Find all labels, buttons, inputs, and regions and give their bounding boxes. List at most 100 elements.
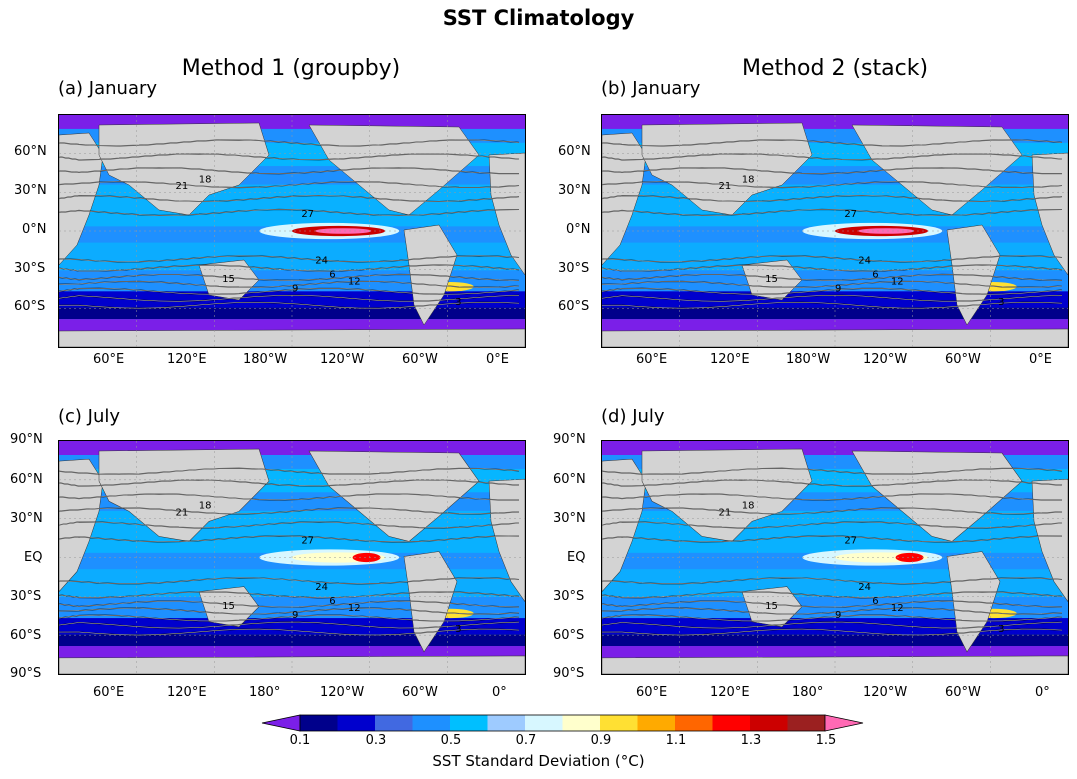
sst-contour-highlight <box>59 295 520 302</box>
contour-label: 9 <box>835 283 841 294</box>
colorbar-segment <box>337 715 375 731</box>
contour-label: 15 <box>222 274 235 285</box>
lon-label: 0°E <box>486 352 509 367</box>
colorbar-title: SST Standard Deviation (°C) <box>432 752 645 770</box>
sst-contour-highlight <box>59 288 520 295</box>
land-mass <box>602 132 647 266</box>
sst-contour-highlight <box>602 255 1063 263</box>
sst-contour-highlight <box>59 181 520 188</box>
lon-label: 0°E <box>1029 352 1052 367</box>
sst-contour-highlight <box>602 600 1063 608</box>
colorbar-segment <box>300 715 338 731</box>
colorbar-segment <box>525 715 563 731</box>
map-panel-d: 3 6 9 12 15 18 21 24 27 <box>601 440 1069 675</box>
lat-label: 30°N <box>558 183 591 198</box>
contour-label: 27 <box>844 209 857 220</box>
contour-label: 24 <box>858 582 871 593</box>
enso-peak <box>352 552 381 563</box>
map-d-svg: 3 6 9 12 15 18 21 24 27 <box>602 441 1068 674</box>
sst-contour-highlight <box>59 507 520 515</box>
lat-label: EQ <box>567 550 586 565</box>
land-mass <box>1031 152 1068 276</box>
southern-ocean-band <box>59 307 525 320</box>
contour-label: 3 <box>998 297 1004 308</box>
contour-label: 6 <box>329 596 335 607</box>
lon-label: 0° <box>492 685 507 700</box>
colorbar-segment <box>750 715 788 731</box>
sst-contour-highlight <box>602 521 1063 529</box>
colorbar-segment <box>487 715 525 731</box>
lon-label: 120°E <box>710 352 750 367</box>
lon-label: 60°E <box>93 352 125 367</box>
lon-label: 60°W <box>945 352 981 367</box>
sst-contour-highlight <box>59 281 520 288</box>
sst-contour-highlight <box>602 139 1063 147</box>
colorbar-tick-label: 1.1 <box>665 733 687 748</box>
contour-label: 27 <box>301 536 314 547</box>
panel-c-title: (c) July <box>58 406 121 427</box>
lat-label: 90°S <box>10 666 42 681</box>
contour-label: 15 <box>765 274 778 285</box>
lat-label: 90°S <box>553 666 585 681</box>
contour-label: 18 <box>199 501 212 512</box>
lon-label: 60°E <box>93 685 125 700</box>
lat-label: 0°N <box>22 222 47 237</box>
colorbar-segment <box>562 715 600 731</box>
sst-contour-highlight <box>59 209 520 216</box>
sst-contour-highlight <box>602 507 1063 515</box>
colorbar-extend-high <box>824 714 864 732</box>
land-mass <box>59 458 104 593</box>
column-title-method1: Method 1 (groupby) <box>181 56 401 81</box>
colorbar-segment <box>450 715 488 731</box>
sst-contour-highlight <box>59 153 520 161</box>
sst-contour-highlight <box>602 468 1063 475</box>
sst-contour-highlight <box>59 479 520 487</box>
column-title-method2: Method 2 (stack) <box>741 56 929 81</box>
lat-label: 0°N <box>566 222 591 237</box>
sst-contour-highlight <box>602 535 1063 543</box>
lat-label: 60°S <box>558 299 590 314</box>
contour-label: 12 <box>348 603 361 614</box>
land-mass <box>1031 478 1068 603</box>
southern-ocean-band <box>602 307 1068 320</box>
contour-label: 6 <box>872 596 878 607</box>
enso-peak <box>858 228 915 234</box>
map-b-svg: 3 6 9 12 15 18 21 24 27 <box>602 115 1068 347</box>
contour-label: 21 <box>176 508 189 519</box>
land-mass <box>741 586 803 628</box>
colorbar-segment <box>675 715 713 731</box>
colorbar-tick-label: 0.3 <box>365 733 387 748</box>
lat-label: 90°N <box>10 432 43 447</box>
lat-label: 60°N <box>558 144 591 159</box>
lon-label: 60°E <box>636 685 668 700</box>
lat-label: 30°N <box>553 511 586 526</box>
lat-label: EQ <box>24 550 43 565</box>
lon-label: 120°E <box>167 352 207 367</box>
lat-label: 60°N <box>14 144 47 159</box>
lon-label: 120°E <box>710 685 750 700</box>
lon-label: 180°W <box>243 352 288 367</box>
contour-label: 27 <box>301 209 314 220</box>
sst-contour-highlight <box>602 153 1063 161</box>
lat-label: 30°S <box>553 589 585 604</box>
lon-label: 60°E <box>636 352 668 367</box>
contour-label: 9 <box>292 283 298 294</box>
map-panel-c: 3 6 9 12 15 18 21 24 27 <box>58 440 526 675</box>
lat-label: 60°N <box>553 472 586 487</box>
colorbar <box>261 714 864 732</box>
southern-ocean-band <box>602 634 1068 647</box>
sst-contour-highlight <box>59 139 520 147</box>
sst-contour-highlight <box>59 614 520 622</box>
contour-label: 6 <box>329 269 335 280</box>
enso-peak <box>895 552 924 563</box>
sst-contour-highlight <box>59 493 519 501</box>
sst-contour-highlight <box>59 255 520 263</box>
southern-ocean-band <box>602 291 1068 308</box>
contour-label: 15 <box>222 601 235 612</box>
contour-label: 18 <box>742 501 755 512</box>
lon-label: 60°W <box>402 352 438 367</box>
colorbar-tick-label: 0.5 <box>440 733 462 748</box>
contour-label: 9 <box>835 610 841 621</box>
sst-contour-highlight <box>59 167 519 174</box>
contour-label: 12 <box>891 276 904 287</box>
